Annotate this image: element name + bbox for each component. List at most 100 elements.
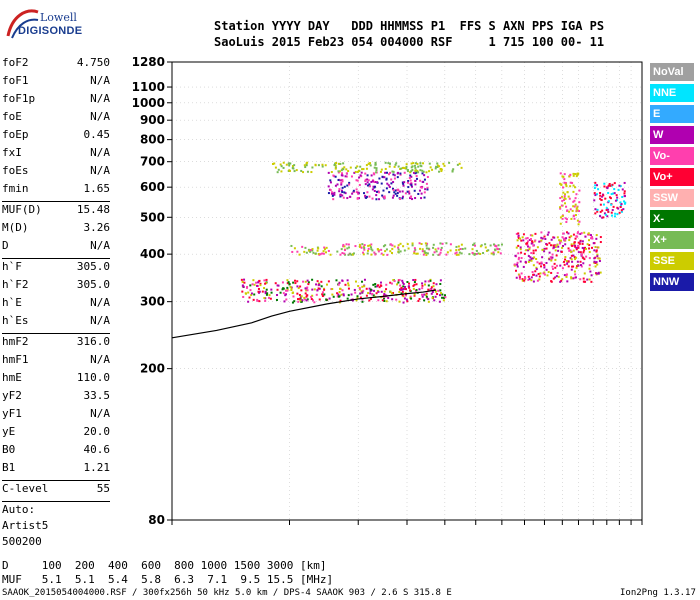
echo-point [302,280,305,283]
echo-point [373,251,376,254]
param-separator [2,501,110,502]
echo-point [565,275,568,278]
echo-point [576,173,579,176]
param-row: MUF(D) 15.48 [2,203,110,221]
echo-point [534,232,537,235]
echo-point [324,164,327,167]
echo-point [265,288,268,291]
echo-point [454,252,457,255]
echo-point [334,166,337,169]
echo-point [605,207,608,210]
echo-point [438,300,441,303]
echo-point [344,283,347,286]
param-value: N/A [90,353,110,366]
echo-point [593,249,596,252]
echo-point [436,164,439,167]
echo-point [492,253,495,256]
echo-point [597,246,600,249]
echo-point [265,278,268,281]
echo-point [561,217,564,220]
echo-point [567,247,570,250]
echo-point [538,262,541,265]
echo-point [565,221,568,224]
echo-point [369,164,372,167]
param-row: B0 40.6 [2,443,110,461]
echo-point [312,299,315,302]
echo-point [497,251,500,254]
echo-point [339,195,342,198]
echo-point [342,243,345,246]
echo-point [313,301,316,304]
echo-point [296,250,299,253]
echo-point [580,253,583,256]
echo-point [611,183,614,186]
echo-point [559,197,562,200]
echo-point [274,282,277,285]
echo-point [440,170,443,173]
echo-point [576,260,579,263]
echo-point [331,194,334,197]
echo-point [329,253,332,256]
echo-point [550,257,553,260]
echo-point [542,272,545,275]
echo-point [593,187,596,190]
echo-point [310,298,313,301]
echo-point [303,250,306,253]
echo-point [356,295,359,298]
echo-point [372,185,375,188]
echo-point [415,289,418,292]
echo-point [334,184,337,187]
echo-point [620,209,623,212]
echo-point [345,175,348,178]
echo-point [616,199,619,202]
echo-point [343,166,346,169]
echo-point [571,265,574,268]
param-row: yF1 N/A [2,407,110,425]
echo-point [336,250,339,253]
echo-point [354,166,357,169]
echo-point [380,168,383,171]
echo-point [569,173,572,176]
echo-point [359,296,362,299]
echo-point [356,165,359,168]
echo-point [391,244,394,247]
echo-point [347,284,350,287]
echo-point [524,277,527,280]
echo-point [413,171,416,174]
echo-point [583,272,586,275]
echo-point [297,298,300,301]
echo-point [327,192,330,195]
echo-point [312,251,315,254]
echo-point [442,299,445,302]
echo-point [381,194,384,197]
echo-point [574,276,577,279]
echo-point [274,166,277,169]
echo-point [319,253,322,256]
echo-point [414,183,417,186]
echo-point [602,194,605,197]
echo-point [575,247,578,250]
echo-point [471,251,474,254]
echo-point [565,273,568,276]
echo-point [391,247,394,250]
echo-point [399,173,402,176]
echo-point [336,295,339,298]
echo-point [342,162,345,165]
echo-point [575,193,578,196]
echo-point [559,264,562,267]
echo-point [560,195,563,198]
echo-point [423,196,426,199]
echo-point [402,285,405,288]
echo-point [357,197,360,200]
echo-point [392,170,395,173]
echo-point [356,297,359,300]
echo-point [375,167,378,170]
echo-point [285,163,288,166]
echo-point [604,213,607,216]
echo-point [392,279,395,282]
echo-point [292,281,295,284]
echo-point [375,190,378,193]
param-value: N/A [90,110,110,123]
echo-point [400,287,403,290]
echo-point [241,280,244,283]
